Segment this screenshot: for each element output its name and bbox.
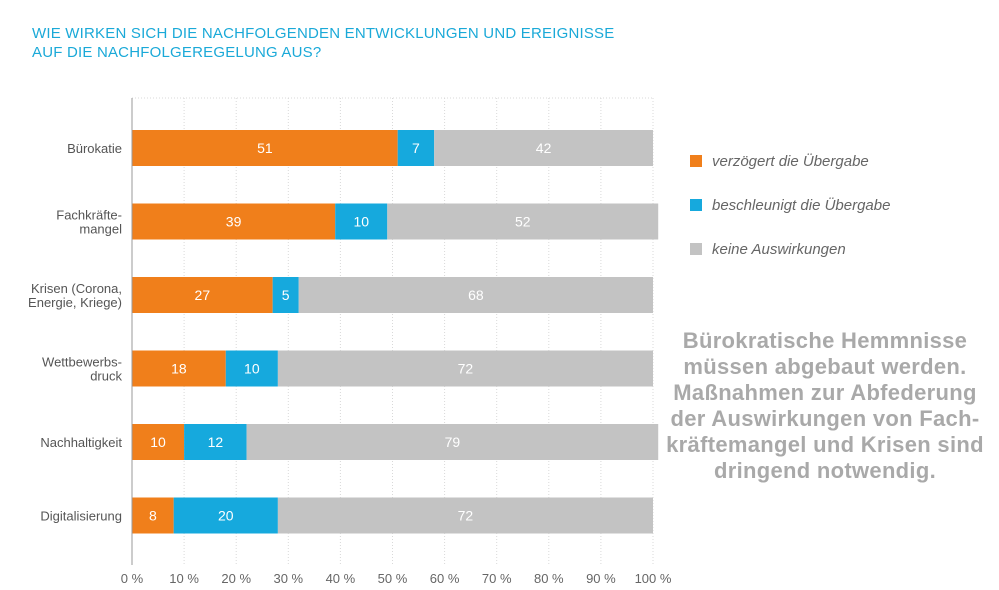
- legend: verzögert die Übergabe beschleunigt die …: [690, 150, 890, 282]
- bar-segment: [335, 203, 388, 240]
- bar-segment: [132, 424, 185, 460]
- chart-title-line-2: AUF DIE NACHFOLGEREGELUNG AUS?: [32, 44, 322, 61]
- bar-value-label: 27: [195, 287, 211, 303]
- bar-value-label: 12: [208, 434, 224, 450]
- x-tick-label: 40 %: [326, 571, 356, 586]
- bar-segment: [246, 424, 659, 460]
- category-label: Nachhaltigkeit: [40, 435, 122, 450]
- chart-title: WIE WIRKEN SICH DIE NACHFOLGENDEN ENTWIC…: [32, 24, 614, 62]
- bar-value-label: 20: [218, 508, 234, 524]
- bar-value-label: 51: [257, 140, 273, 156]
- bar-segment: [387, 203, 659, 240]
- legend-item-none: keine Auswirkungen: [690, 238, 890, 260]
- bar-value-label: 18: [171, 361, 187, 377]
- bar-segment: [277, 350, 653, 387]
- bar-value-label: 72: [458, 508, 474, 524]
- x-tick-label: 20 %: [221, 571, 251, 586]
- bar-segment: [132, 130, 398, 166]
- bar-segment: [132, 497, 174, 534]
- category-label: Energie, Kriege): [28, 295, 122, 310]
- bar-value-label: 39: [226, 214, 242, 230]
- x-tick-label: 100 %: [635, 571, 672, 586]
- category-label: Wettbewerbs-: [42, 355, 122, 370]
- bar-segment: [397, 130, 435, 166]
- bar-value-label: 8: [149, 508, 157, 524]
- x-tick-label: 60 %: [430, 571, 460, 586]
- callout-line: der Auswirkungen von Fach-: [670, 406, 980, 431]
- bar-value-label: 7: [412, 140, 420, 156]
- bar-value-label: 42: [536, 140, 552, 156]
- bar-segment: [277, 497, 653, 534]
- x-tick-label: 90 %: [586, 571, 616, 586]
- x-tick-label: 10 %: [169, 571, 199, 586]
- bar-value-label: 52: [515, 214, 531, 230]
- bar-value-label: 5: [282, 287, 290, 303]
- bar-segment: [132, 203, 336, 240]
- legend-label-none: keine Auswirkungen: [712, 240, 846, 258]
- bar-segment: [132, 277, 273, 313]
- x-tick-label: 80 %: [534, 571, 564, 586]
- bar-value-label: 10: [150, 434, 166, 450]
- bar-segment: [184, 424, 247, 460]
- category-label: Digitalisierung: [40, 509, 122, 524]
- x-tick-label: 30 %: [273, 571, 303, 586]
- legend-label-delayed: verzögert die Übergabe: [712, 152, 869, 170]
- category-label: Krisen (Corona,: [31, 281, 122, 296]
- legend-swatch-accelerated: [690, 199, 702, 211]
- category-label: Fachkräfte-: [56, 208, 122, 223]
- bar-segment: [434, 130, 653, 166]
- callout-line: kräftemangel und Krisen sind: [666, 432, 984, 457]
- legend-item-delayed: verzögert die Übergabe: [690, 150, 890, 172]
- legend-swatch-delayed: [690, 155, 702, 167]
- bar-segment: [298, 277, 653, 313]
- x-tick-label: 70 %: [482, 571, 512, 586]
- bar-value-label: 10: [244, 361, 260, 377]
- bar-value-label: 10: [353, 214, 369, 230]
- callout-text: Bürokratische Hemmnisse müssen abgebaut …: [660, 328, 990, 484]
- legend-item-accelerated: beschleunigt die Übergabe: [690, 194, 890, 216]
- bar-segment: [272, 277, 299, 313]
- callout-line: müssen abgebaut werden.: [683, 354, 967, 379]
- bar-value-label: 72: [458, 361, 474, 377]
- category-label: druck: [90, 369, 122, 384]
- bar-value-label: 79: [445, 434, 461, 450]
- category-label: mangel: [79, 222, 122, 237]
- legend-swatch-none: [690, 243, 702, 255]
- x-tick-label: 0 %: [121, 571, 144, 586]
- chart-title-line-1: WIE WIRKEN SICH DIE NACHFOLGENDEN ENTWIC…: [32, 25, 615, 42]
- x-tick-label: 50 %: [378, 571, 408, 586]
- legend-label-accelerated: beschleunigt die Übergabe: [712, 196, 891, 214]
- bar-segment: [173, 497, 278, 534]
- bar-segment: [225, 350, 278, 387]
- callout-line: Bürokratische Hemmnisse: [682, 328, 968, 353]
- bar-segment: [132, 350, 226, 387]
- callout-line: dringend notwendig.: [713, 458, 936, 483]
- category-label: Bürokatie: [67, 141, 122, 156]
- callout-line: Maßnahmen zur Abfederung: [673, 380, 977, 405]
- bar-value-label: 68: [468, 287, 484, 303]
